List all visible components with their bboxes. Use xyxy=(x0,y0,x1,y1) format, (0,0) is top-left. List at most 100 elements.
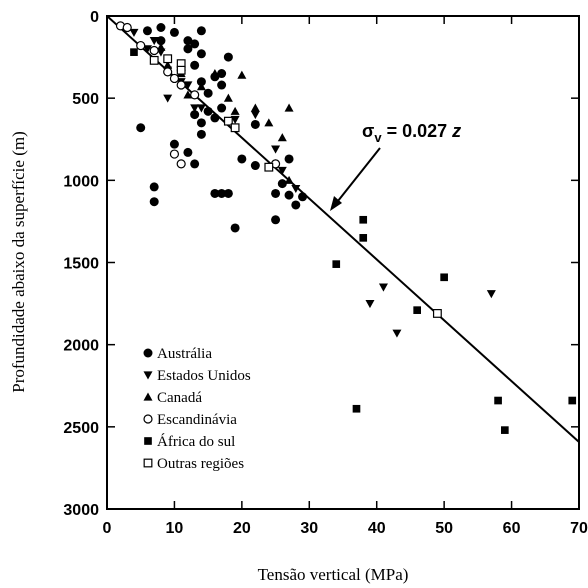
data-point xyxy=(163,54,173,64)
data-point xyxy=(217,188,227,198)
data-point xyxy=(264,162,274,172)
data-point xyxy=(494,396,502,405)
data-point xyxy=(271,215,281,225)
data-point xyxy=(352,404,361,413)
data-point xyxy=(284,175,294,184)
data-point xyxy=(156,23,166,33)
data-point xyxy=(149,182,159,192)
data-point xyxy=(277,179,287,189)
data-point xyxy=(217,69,227,79)
data-point xyxy=(250,103,260,112)
y-tick-label: 500 xyxy=(72,91,99,108)
data-point xyxy=(169,149,180,159)
data-point xyxy=(130,48,138,56)
trendline-label: σv = 0.027 z xyxy=(362,121,461,145)
data-point xyxy=(284,103,294,112)
data-point xyxy=(176,159,186,169)
data-point xyxy=(190,39,200,49)
data-point xyxy=(176,80,186,90)
data-point xyxy=(284,154,294,164)
x-tick-label: 50 xyxy=(435,520,453,537)
data-point xyxy=(196,49,206,59)
trendline xyxy=(106,15,580,443)
data-point xyxy=(250,111,260,120)
y-tick-label: 2000 xyxy=(63,338,99,355)
data-point xyxy=(365,299,375,309)
data-point xyxy=(129,28,139,37)
data-point xyxy=(440,273,448,282)
data-point xyxy=(223,93,233,102)
legend: Austrália Estados Unidos Canadá Escandinávi… xyxy=(143,346,251,472)
data-point xyxy=(196,82,206,91)
data-point xyxy=(190,104,200,113)
data-point xyxy=(196,77,206,87)
data-point xyxy=(149,37,159,46)
data-point xyxy=(190,159,200,169)
data-point xyxy=(413,306,421,314)
data-point xyxy=(291,200,301,210)
data-point xyxy=(359,234,368,242)
data-point xyxy=(190,90,200,100)
x-tick-label: 30 xyxy=(300,520,318,537)
data-point xyxy=(392,329,402,338)
data-point xyxy=(169,73,180,84)
data-point xyxy=(230,223,240,233)
data-point xyxy=(223,116,233,126)
annotation-arrow-head xyxy=(330,196,342,211)
data-point xyxy=(217,80,227,90)
data-point xyxy=(190,110,200,120)
y-tick-label: 3000 xyxy=(63,502,99,519)
data-point xyxy=(149,197,159,207)
y-tick-label: 2500 xyxy=(63,420,99,437)
data-point xyxy=(237,70,247,79)
data-point xyxy=(291,184,301,194)
legend-label: Austrália xyxy=(157,346,212,362)
legend-label: Canadá xyxy=(157,390,202,406)
data-point xyxy=(264,118,274,127)
data-point xyxy=(432,309,442,318)
x-axis-label: Tensão vertical (MPa) xyxy=(258,565,409,584)
y-tick-label: 1000 xyxy=(63,173,99,190)
data-point xyxy=(163,94,173,103)
x-tick-label: 60 xyxy=(503,520,521,537)
x-tick-label: 20 xyxy=(233,520,251,537)
data-point xyxy=(176,65,186,75)
data-point xyxy=(196,26,206,36)
annotation-arrow-line xyxy=(333,147,381,207)
data-point xyxy=(163,60,173,69)
data-point xyxy=(196,118,206,128)
data-point xyxy=(378,283,388,292)
data-point xyxy=(277,166,287,175)
data-point xyxy=(169,139,179,149)
data-point xyxy=(156,42,166,51)
data-point xyxy=(359,215,368,224)
x-tick-label: 0 xyxy=(103,520,112,537)
data-point xyxy=(183,90,193,99)
data-point xyxy=(568,396,577,405)
data-point xyxy=(183,147,193,157)
x-tick-label: 70 xyxy=(570,520,588,537)
data-point xyxy=(196,104,206,113)
y-axis-label: Profundidade abaixo da superfície (m) xyxy=(9,131,28,393)
data-point xyxy=(203,88,213,98)
data-point xyxy=(149,55,159,65)
data-point xyxy=(203,106,213,116)
data-point xyxy=(183,81,193,90)
data-point xyxy=(196,129,206,139)
data-points xyxy=(115,21,577,434)
data-point xyxy=(183,36,193,46)
data-point xyxy=(486,290,496,299)
data-point xyxy=(169,27,179,37)
data-point xyxy=(250,119,260,129)
legend-label: Escandinávia xyxy=(157,412,237,428)
data-point xyxy=(250,161,260,171)
data-point xyxy=(156,36,166,46)
trendline-group: σv = 0.027 z xyxy=(106,15,580,443)
data-point xyxy=(230,106,240,115)
data-point xyxy=(217,103,227,113)
legend-label: África do sul xyxy=(157,433,235,450)
legend-marker xyxy=(143,392,153,401)
data-point xyxy=(230,115,240,125)
data-point xyxy=(271,188,281,198)
